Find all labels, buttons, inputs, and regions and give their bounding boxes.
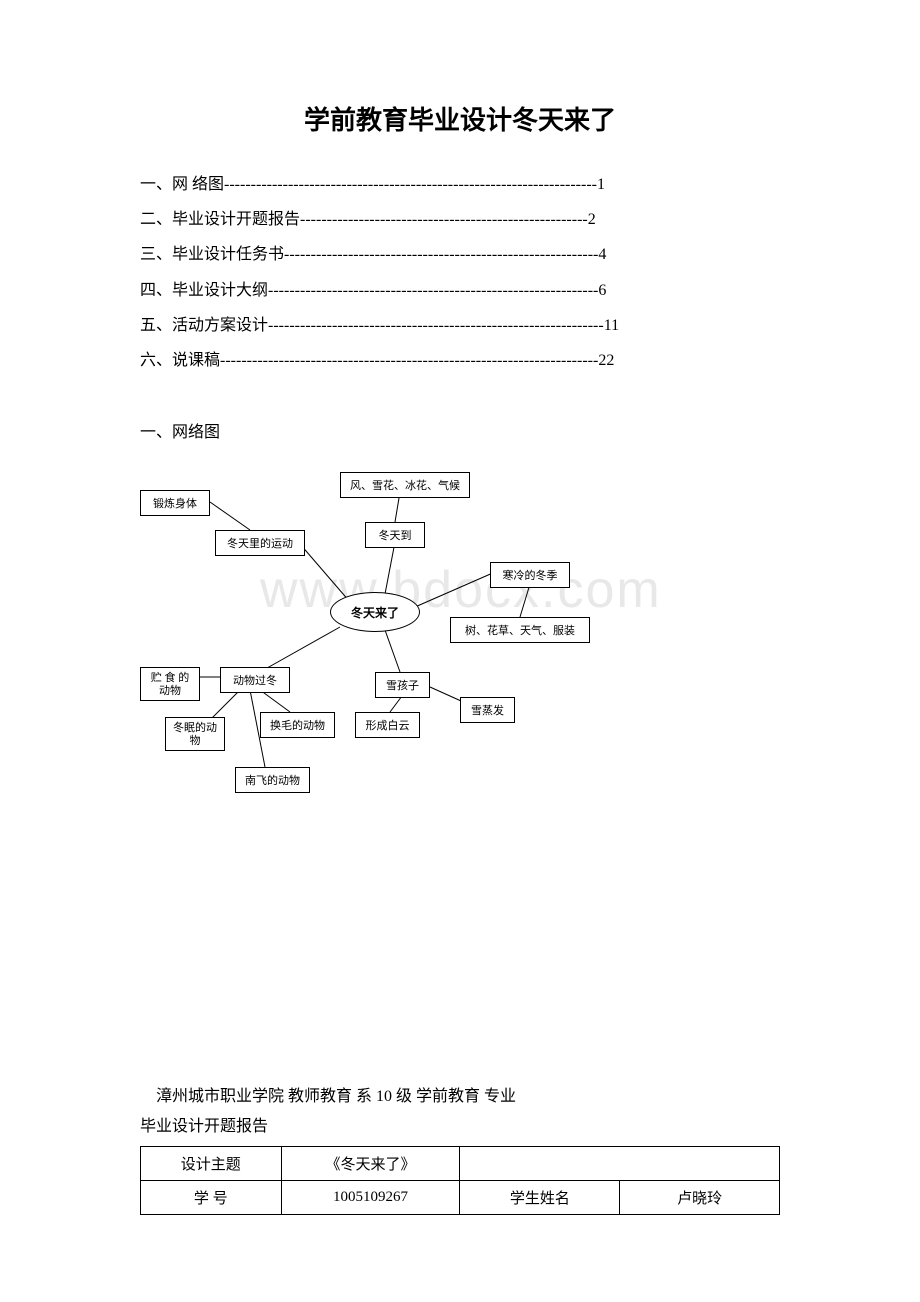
diagram-node: 动物过冬: [220, 667, 290, 693]
diagram-node: 树、花草、天气、服装: [450, 617, 590, 643]
diagram-center-node: 冬天来了: [330, 592, 420, 632]
diagram-node: 雪蒸发: [460, 697, 515, 723]
table-cell: 设计主题: [141, 1147, 282, 1181]
table-row: 设计主题 《冬天来了》: [141, 1147, 780, 1181]
toc-item: 二、毕业设计开题报告------------------------------…: [140, 202, 780, 237]
table-cell: [460, 1147, 780, 1181]
table-row: 学 号 1005109267 学生姓名 卢晓玲: [141, 1181, 780, 1215]
toc-item: 四、毕业设计大纲--------------------------------…: [140, 273, 780, 308]
report-heading: 漳州城市职业学院 教师教育 系 10 级 学前教育 专业: [140, 1082, 780, 1106]
diagram-node: 风、雪花、冰花、气候: [340, 472, 470, 498]
section-heading: 一、网络图: [140, 418, 780, 442]
table-cell: 学生姓名: [460, 1181, 620, 1215]
diagram-node: 雪孩子: [375, 672, 430, 698]
diagram-node: 南飞的动物: [235, 767, 310, 793]
report-subheading: 毕业设计开题报告: [140, 1112, 780, 1136]
toc-item: 六、说课稿-----------------------------------…: [140, 343, 780, 378]
table-cell: 《冬天来了》: [281, 1147, 460, 1181]
network-diagram: 冬天来了 锻炼身体冬天里的运动 风、雪花、冰花、气候冬天到寒冷的冬季树、花草、天气…: [140, 462, 780, 802]
toc-item: 一、网 络图----------------------------------…: [140, 167, 780, 202]
diagram-node: 锻炼身体: [140, 490, 210, 516]
diagram-node: 寒冷的冬季: [490, 562, 570, 588]
report-table: 设计主题 《冬天来了》 学 号 1005109267 学生姓名 卢晓玲: [140, 1146, 780, 1215]
toc-item: 五、活动方案设计--------------------------------…: [140, 308, 780, 343]
toc-item: 三、毕业设计任务书-------------------------------…: [140, 237, 780, 272]
diagram-node: 冬眠的动物: [165, 717, 225, 751]
diagram-node: 形成白云: [355, 712, 420, 738]
table-cell: 卢晓玲: [620, 1181, 780, 1215]
table-cell: 1005109267: [281, 1181, 460, 1215]
page-title: 学前教育毕业设计冬天来了: [140, 100, 780, 137]
diagram-node: 冬天里的运动: [215, 530, 305, 556]
diagram-node: 冬天到: [365, 522, 425, 548]
toc: 一、网 络图----------------------------------…: [140, 167, 780, 378]
table-cell: 学 号: [141, 1181, 282, 1215]
diagram-node: 贮 食 的动物: [140, 667, 200, 701]
diagram-node: 换毛的动物: [260, 712, 335, 738]
